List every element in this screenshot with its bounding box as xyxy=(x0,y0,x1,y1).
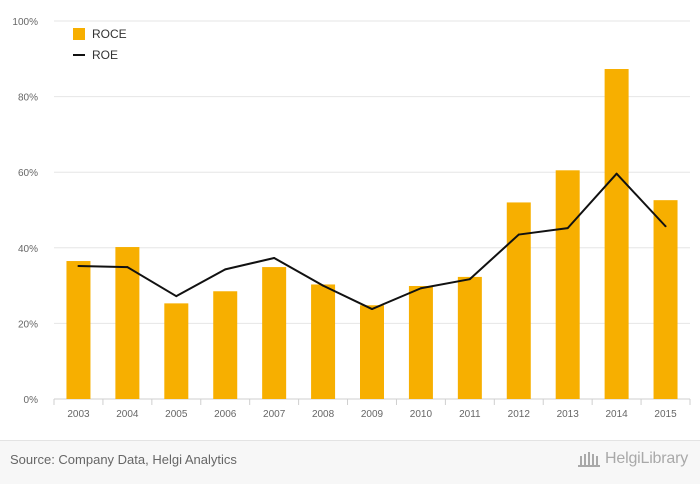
x-tick-label: 2010 xyxy=(410,409,433,420)
legend-label-roe: ROE xyxy=(92,48,118,62)
bar-roce-2013 xyxy=(555,170,580,399)
point-roe-2009 xyxy=(371,308,373,311)
source-text: Source: Company Data, Helgi Analytics xyxy=(10,452,237,467)
point-roe-2007 xyxy=(273,257,276,260)
point-roe-2014 xyxy=(615,172,618,175)
bar-roce-2010 xyxy=(408,285,433,399)
legend-label-roce: ROCE xyxy=(92,27,127,41)
x-tick-label: 2011 xyxy=(459,409,481,420)
y-tick-label: 20% xyxy=(18,319,38,330)
y-tick-label: 100% xyxy=(12,17,38,28)
point-roe-2003 xyxy=(77,264,80,267)
bar-roce-2015 xyxy=(653,200,678,399)
bar-roce-2004 xyxy=(115,247,140,399)
brand-name: HelgiLibrary xyxy=(605,450,688,467)
x-tick-label: 2009 xyxy=(361,409,384,420)
point-roe-2005 xyxy=(175,295,178,298)
brand-logo[interactable]: HelgiLibrary xyxy=(577,450,688,468)
bar-roce-2012 xyxy=(506,202,531,399)
x-tick-label: 2014 xyxy=(605,409,628,420)
point-roe-2010 xyxy=(419,287,422,290)
bar-roce-2008 xyxy=(311,284,336,399)
y-tick-label: 40% xyxy=(18,244,38,255)
x-tick-label: 2004 xyxy=(116,409,139,420)
bar-roce-2011 xyxy=(457,276,482,399)
point-roe-2011 xyxy=(468,278,471,281)
library-building-icon xyxy=(578,452,601,467)
chart-area: 0% 20% 40% 60% 80% 100% 2003 2004 2005 2006 2007 20… xyxy=(12,17,691,420)
point-roe-2004 xyxy=(126,266,129,269)
y-tick-label: 0% xyxy=(24,395,39,406)
point-roe-2008 xyxy=(322,284,325,287)
y-tick-label: 80% xyxy=(18,93,38,104)
roce-roe-chart: 0% 20% 40% 60% 80% 100% 2003 2004 2005 2006 2007 20… xyxy=(12,17,691,420)
x-tick-label: 2008 xyxy=(312,409,335,420)
bar-roce-2009 xyxy=(360,305,384,399)
x-tick-label: 2013 xyxy=(557,409,580,420)
bar-roce-2003 xyxy=(66,261,91,399)
point-roe-2015 xyxy=(664,225,667,228)
legend-swatch-roce xyxy=(73,28,85,40)
bar-roce-2006 xyxy=(213,291,238,399)
bar-roce-2014 xyxy=(604,69,629,400)
point-roe-2006 xyxy=(224,268,227,271)
point-roe-2012 xyxy=(517,233,520,236)
x-tick-label: 2012 xyxy=(508,409,531,420)
x-tick-label: 2007 xyxy=(263,409,286,420)
x-tick-label: 2006 xyxy=(214,409,237,420)
y-tick-label: 60% xyxy=(18,168,38,179)
bar-roce-2005 xyxy=(164,303,189,399)
footer: Source: Company Data, Helgi Analytics He… xyxy=(0,440,700,484)
x-tick-label: 2015 xyxy=(654,409,677,420)
point-roe-2013 xyxy=(566,227,569,230)
x-tick-label: 2005 xyxy=(165,409,188,420)
bar-roce-2007 xyxy=(262,267,287,399)
x-tick-label: 2003 xyxy=(67,409,90,420)
